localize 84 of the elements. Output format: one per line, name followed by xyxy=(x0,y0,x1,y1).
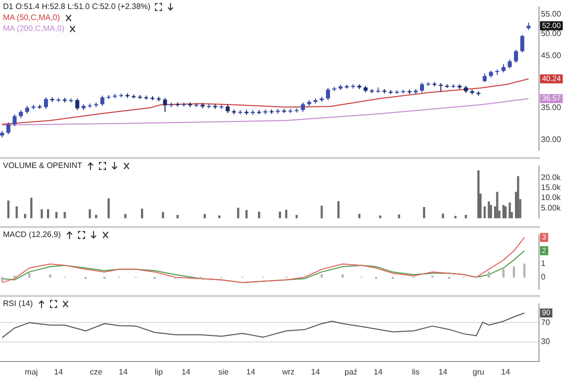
bar xyxy=(40,209,43,218)
chart-title: D1 O:51.4 H:52.8 L:51.0 C:52.0 (+2.38%) xyxy=(3,2,150,11)
bar xyxy=(379,215,382,218)
x-tick-label: 14 xyxy=(311,367,320,376)
bar xyxy=(504,206,507,218)
bar xyxy=(477,170,480,218)
bar xyxy=(488,272,490,278)
x-tick-label: 14 xyxy=(374,367,384,376)
y-tick-label: 45.00 xyxy=(541,50,562,60)
bar xyxy=(30,198,32,218)
y-tick-label: 50.00 xyxy=(541,29,562,38)
x-tick-label: 14 xyxy=(501,367,511,376)
candlestick xyxy=(326,87,330,101)
x-tick-label: cze xyxy=(90,367,103,376)
y-tick-label: 55.00 xyxy=(541,9,562,18)
candlestick xyxy=(300,102,305,112)
bar xyxy=(512,266,516,278)
x-tick-label: 14 xyxy=(118,367,128,376)
x-tick-label: sie xyxy=(218,367,230,376)
x-tick-label: paź xyxy=(344,367,358,376)
y-tick-label: 30 xyxy=(541,337,550,346)
candlestick xyxy=(6,122,10,135)
bar xyxy=(502,204,505,218)
x-tick-label: 14 xyxy=(438,367,448,376)
x-tick-label: lip xyxy=(154,367,164,376)
bar xyxy=(523,264,526,278)
x-tick-label: maj xyxy=(24,367,38,376)
x-tick-label: 14 xyxy=(181,367,191,376)
bar xyxy=(46,209,50,218)
bar xyxy=(337,201,340,218)
chart-title: MACD (12,26,9) xyxy=(3,230,61,239)
y-tick-label: 30.00 xyxy=(541,134,562,144)
bar xyxy=(285,210,288,218)
chart-title: RSI (14) xyxy=(3,299,33,308)
bar xyxy=(140,208,144,218)
y-tick-label: 0 xyxy=(541,272,546,282)
bar xyxy=(442,214,444,218)
bar xyxy=(7,200,10,218)
x-tick-label: lis xyxy=(412,367,420,376)
bar xyxy=(484,206,486,218)
y-tick-label: 15.0k xyxy=(541,183,562,192)
x-tick-label: gru xyxy=(472,367,484,376)
x-tick-label: 14 xyxy=(54,367,64,376)
bar xyxy=(28,272,30,278)
bar xyxy=(64,212,66,218)
y-tick-label: 10.0k xyxy=(541,193,562,202)
bar xyxy=(1,276,4,282)
candlestick xyxy=(420,82,424,93)
bar xyxy=(496,192,498,218)
bar xyxy=(320,274,323,278)
candlestick xyxy=(508,58,512,70)
y-tick-label: 5.00k xyxy=(541,203,562,212)
bar xyxy=(423,206,426,218)
x-tick-label: wrz xyxy=(281,367,295,376)
candlestick xyxy=(100,95,104,106)
y-tick-label: 20.0k xyxy=(541,173,562,182)
bar xyxy=(278,212,282,218)
bar xyxy=(488,202,490,218)
bar xyxy=(490,204,492,218)
bar xyxy=(108,198,110,218)
x-tick-label: 14 xyxy=(246,367,256,376)
bar xyxy=(502,268,505,278)
text: MA (200,C,MA,0) xyxy=(3,24,64,33)
bar xyxy=(320,206,323,218)
candlestick xyxy=(44,96,48,110)
candlestick xyxy=(520,34,524,54)
bar xyxy=(517,176,520,218)
y-tick-label: 70 xyxy=(541,318,550,327)
text: MA (50,C,MA,0) xyxy=(3,13,60,22)
chart-title: VOLUME & OPENINT xyxy=(3,161,82,170)
bar xyxy=(245,210,248,218)
y-tick-label: 35.00 xyxy=(541,102,562,112)
candlestick xyxy=(75,98,80,111)
bar xyxy=(508,202,511,218)
bar xyxy=(162,212,164,218)
bar xyxy=(258,212,260,218)
candlestick xyxy=(163,97,168,112)
bar xyxy=(16,206,18,218)
candlestick xyxy=(438,82,443,92)
bar xyxy=(88,209,91,218)
candlestick xyxy=(514,49,518,64)
candlestick xyxy=(12,114,17,127)
bar xyxy=(204,214,206,218)
y-tick-label: 1 xyxy=(541,259,546,268)
